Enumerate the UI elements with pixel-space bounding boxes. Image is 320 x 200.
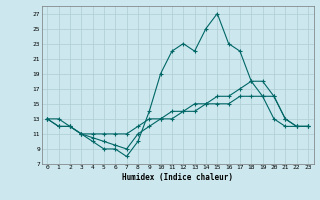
X-axis label: Humidex (Indice chaleur): Humidex (Indice chaleur) [122, 173, 233, 182]
